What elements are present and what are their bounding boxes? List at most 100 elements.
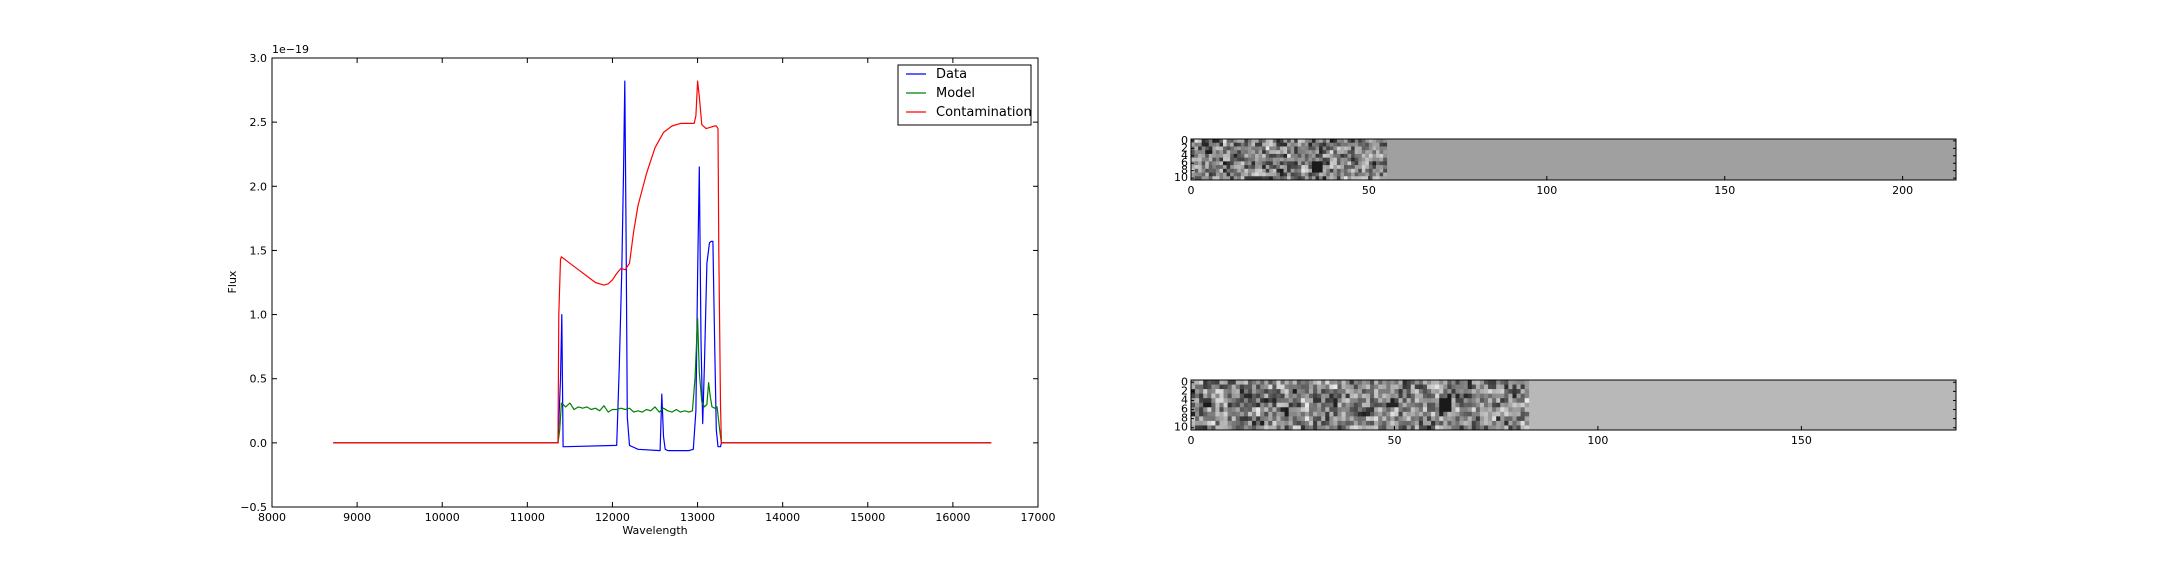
image-pixel xyxy=(1297,172,1302,177)
image-pixel xyxy=(1402,420,1408,426)
image-pixel xyxy=(1319,146,1324,151)
image-pixel xyxy=(1223,425,1229,431)
image-pixel xyxy=(1504,398,1509,404)
image-pixel xyxy=(1235,407,1241,413)
image-pixel xyxy=(1322,142,1327,147)
image-pixel xyxy=(1268,389,1273,395)
image-pixel xyxy=(1269,150,1274,155)
image-pixel xyxy=(1237,157,1242,162)
image-pixel xyxy=(1379,150,1384,155)
image-pixel xyxy=(1256,384,1261,390)
image-pixel xyxy=(1284,402,1290,408)
image-pixel xyxy=(1269,161,1274,166)
image-pixel xyxy=(1211,407,1216,413)
image-pixel xyxy=(1427,425,1432,431)
image-pixel xyxy=(1252,389,1257,395)
image-pixel xyxy=(1194,168,1199,173)
image-pixel xyxy=(1459,384,1465,390)
image-pixel xyxy=(1265,153,1270,159)
image-pixel xyxy=(1333,153,1338,159)
image-pixel xyxy=(1370,384,1375,390)
image-pixel xyxy=(1280,402,1285,408)
image-pixel xyxy=(1239,389,1245,395)
image-pixel xyxy=(1317,398,1322,404)
image-pixel xyxy=(1311,146,1316,151)
y-tick-label: 8 xyxy=(1181,164,1188,177)
image-pixel xyxy=(1208,157,1213,162)
image-pixel xyxy=(1475,407,1481,413)
image-pixel xyxy=(1455,425,1460,431)
image-pixel xyxy=(1372,146,1377,151)
image-pixel xyxy=(1280,411,1285,417)
image-pixel xyxy=(1512,398,1517,404)
image-pixel xyxy=(1500,407,1505,413)
image-pixel xyxy=(1256,411,1261,417)
image-pixel xyxy=(1520,393,1526,399)
image-pixel xyxy=(1439,402,1444,408)
image-pixel xyxy=(1516,407,1521,413)
image-pixel xyxy=(1251,172,1256,177)
image-pixel xyxy=(1240,165,1245,170)
image-pixel xyxy=(1394,425,1399,431)
image-pixel xyxy=(1512,393,1517,399)
image-pixel xyxy=(1353,389,1359,395)
image-pixel xyxy=(1262,150,1267,155)
image-pixel xyxy=(1195,389,1200,395)
image-pixel xyxy=(1329,420,1334,426)
image-pixel xyxy=(1258,165,1263,170)
image-pixel xyxy=(1427,416,1432,422)
image-pixel xyxy=(1315,153,1320,159)
image-pixel xyxy=(1483,420,1489,426)
image-pixel xyxy=(1212,153,1217,159)
image-pixel xyxy=(1414,380,1420,385)
image-pixel xyxy=(1353,393,1359,399)
image-pixel xyxy=(1524,416,1530,422)
image-pixel xyxy=(1317,389,1322,395)
image-pixel xyxy=(1382,389,1387,395)
image-pixel xyxy=(1227,411,1233,417)
image-pixel xyxy=(1354,146,1359,151)
image-pixel xyxy=(1402,425,1408,431)
y-tick-label: 8 xyxy=(1181,412,1188,425)
image-pixel xyxy=(1341,389,1347,395)
image-pixel xyxy=(1195,407,1200,413)
image-pixel xyxy=(1279,150,1284,155)
legend-label-data: Data xyxy=(936,67,967,82)
image-pixel xyxy=(1410,420,1416,426)
image-pixel xyxy=(1272,172,1277,177)
image-pixel xyxy=(1383,146,1388,151)
y-tick-label: 3.0 xyxy=(250,52,268,65)
image-pixel xyxy=(1247,402,1253,408)
image-pixel xyxy=(1418,420,1424,426)
image-pixel xyxy=(1212,172,1217,177)
image-pixel xyxy=(1372,157,1377,162)
image-pixel xyxy=(1365,420,1371,426)
image-pixel xyxy=(1255,150,1260,155)
image-pixel xyxy=(1500,393,1505,399)
image-pixel xyxy=(1279,153,1284,159)
image-pixel xyxy=(1418,380,1424,385)
image-pixel xyxy=(1414,389,1420,395)
image-pixel xyxy=(1262,168,1267,173)
image-pixel xyxy=(1194,153,1199,159)
image-pixel xyxy=(1252,380,1257,385)
image-pixel xyxy=(1382,425,1387,431)
image-pixel xyxy=(1374,407,1379,413)
image-pixel xyxy=(1451,411,1456,417)
image-pixel xyxy=(1215,146,1220,151)
image-pixel xyxy=(1219,146,1224,151)
image-pixel xyxy=(1279,142,1284,147)
image-pixel xyxy=(1414,420,1420,426)
image-pixel xyxy=(1414,393,1420,399)
image-pixel xyxy=(1467,402,1473,408)
image-pixel xyxy=(1244,142,1249,147)
image-pixel xyxy=(1207,393,1212,399)
image-pixel xyxy=(1311,165,1316,170)
image-pixel xyxy=(1223,420,1229,426)
image-pixel xyxy=(1365,411,1371,417)
image-pixel xyxy=(1378,398,1383,404)
image-pixel xyxy=(1492,384,1497,390)
image-pixel xyxy=(1247,161,1252,166)
image-pixel xyxy=(1260,384,1265,390)
image-pixel xyxy=(1264,393,1269,399)
